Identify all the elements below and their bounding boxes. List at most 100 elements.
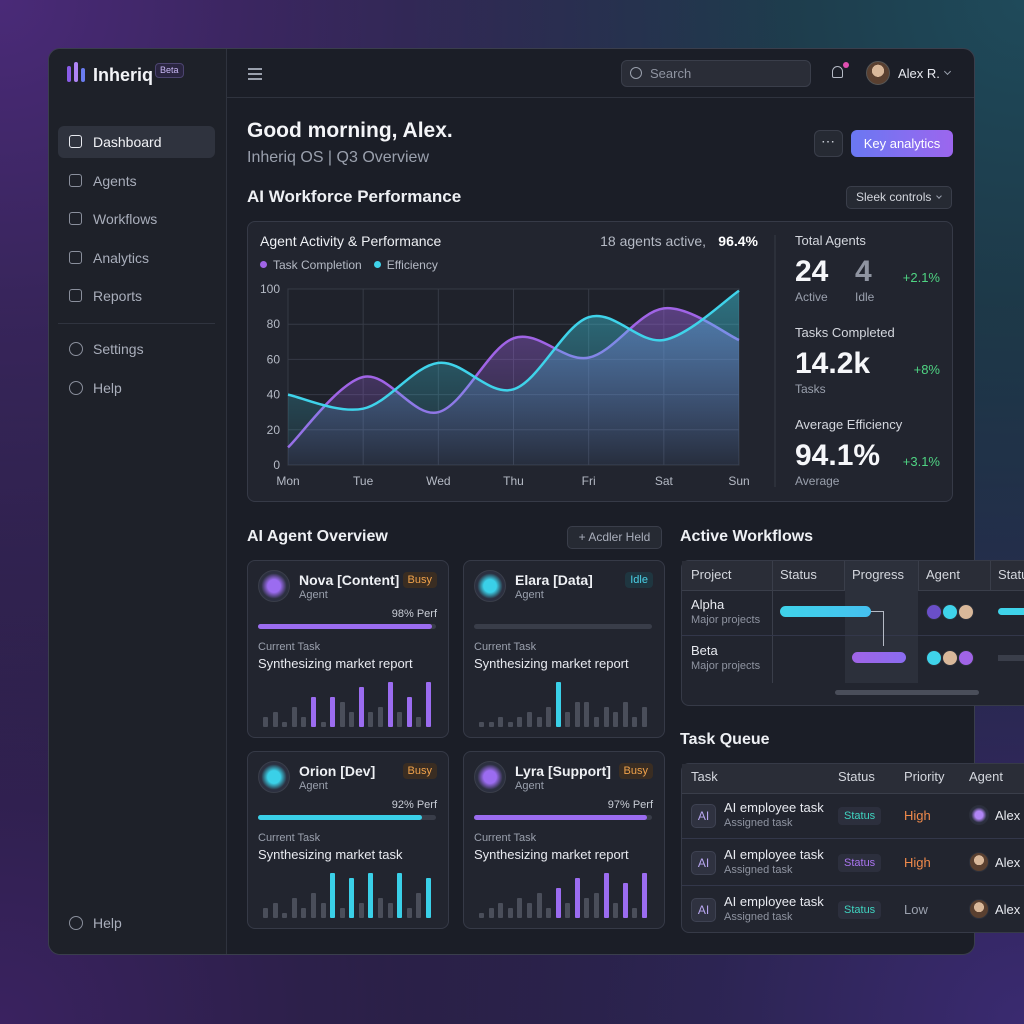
nav-icon <box>69 251 82 264</box>
line <box>287 289 740 411</box>
activity-bar <box>498 717 504 727</box>
activity-bar <box>584 702 590 727</box>
task-sub: Assigned task <box>724 911 793 924</box>
nav-item[interactable]: Help <box>93 379 122 396</box>
progress-bar <box>474 815 647 820</box>
primary-button[interactable]: Key analytics <box>851 130 953 157</box>
more-button[interactable]: ⋯ <box>814 130 843 157</box>
activity-bar <box>272 903 278 918</box>
section-title: Active Workflows <box>680 528 814 546</box>
activity-bar <box>426 682 431 727</box>
topbar <box>226 49 974 98</box>
avatar <box>926 604 942 620</box>
activity-bar <box>368 873 374 918</box>
perf-label: 92% Perf <box>391 799 437 812</box>
activity-bar <box>406 697 412 727</box>
x-tick-label: Sat <box>655 474 674 488</box>
activity-bar <box>526 903 532 918</box>
secondary-button[interactable]: + Acdler Held <box>567 526 662 549</box>
nav-icon <box>69 212 82 225</box>
activity-bar <box>565 903 571 918</box>
column-header: Priority <box>904 769 945 785</box>
status-badge: Busy <box>618 763 653 779</box>
activity-bar <box>555 888 561 918</box>
legend-label: Task Completion <box>273 257 362 272</box>
line <box>287 307 740 449</box>
stat-change: +3.1% <box>902 454 940 470</box>
nav-item[interactable]: Agents <box>93 172 137 189</box>
activity-bar <box>479 913 484 918</box>
avatar <box>942 604 958 620</box>
avatar <box>926 650 942 666</box>
activity-bar <box>613 903 619 918</box>
area <box>288 290 739 465</box>
activity-bar <box>536 893 542 918</box>
nav-item[interactable]: Workflows <box>93 210 158 227</box>
activity-bar <box>426 878 431 918</box>
nav-icon <box>69 289 82 302</box>
activity-bar <box>546 707 552 727</box>
avatar <box>474 761 506 793</box>
row-divider <box>682 838 1024 839</box>
priority: Low <box>904 902 928 918</box>
activity-bar <box>291 898 297 918</box>
nav-item[interactable]: Analytics <box>93 249 150 266</box>
y-tick-label: 80 <box>267 317 281 331</box>
column-header: Statu <box>998 567 1024 583</box>
search-icon <box>630 67 642 79</box>
nav-item[interactable]: Dashboard <box>93 133 162 150</box>
activity-bar <box>282 722 288 727</box>
nav-item[interactable]: Reports <box>93 287 143 304</box>
activity-bar <box>397 873 403 918</box>
menu-icon <box>248 73 262 75</box>
activity-bar <box>507 722 513 727</box>
dropdown[interactable]: Sleek controls <box>846 186 952 209</box>
nav-item[interactable]: Help <box>93 914 122 931</box>
agent-role: Agent <box>299 780 328 793</box>
status-pill: Status <box>838 854 882 872</box>
stat-change: +8% <box>913 362 940 378</box>
avatar <box>866 61 890 85</box>
legend-dot <box>373 261 381 268</box>
column-header: Agent <box>926 567 960 583</box>
activity-bar <box>378 898 384 918</box>
progress-pill <box>998 608 1024 615</box>
y-tick-label: 0 <box>273 458 280 472</box>
x-tick-label: Thu <box>503 474 524 488</box>
task-name: AI employee task <box>724 800 824 816</box>
progress-pill <box>998 655 1024 661</box>
activity-bar <box>349 712 355 727</box>
search-box[interactable] <box>621 60 811 87</box>
task-sub: Assigned task <box>724 817 793 830</box>
menu-icon <box>248 68 262 70</box>
activity-bar <box>479 722 484 727</box>
activity-bar <box>416 717 422 727</box>
menu-icon <box>248 78 262 80</box>
activity-bar <box>397 712 403 727</box>
agent-name: Alex <box>995 902 1021 918</box>
nav-item[interactable]: Settings <box>93 340 144 357</box>
activity-bar <box>263 908 268 918</box>
brand-name: Inheriq <box>93 65 154 86</box>
activity-bar <box>603 873 609 918</box>
activity-bar <box>358 687 364 727</box>
user-name[interactable]: Alex R. <box>898 66 940 82</box>
column-header: Status <box>780 567 817 583</box>
logo-icon <box>81 68 85 82</box>
y-tick-label: 100 <box>260 282 280 296</box>
task-name: AI employee task <box>724 847 824 863</box>
activity-bar <box>574 702 580 727</box>
y-tick-label: 40 <box>267 388 281 402</box>
activity-bar <box>584 898 590 918</box>
avatar <box>942 650 958 666</box>
nav-icon <box>69 135 82 148</box>
progress-bar <box>258 815 422 820</box>
activity-bar <box>488 722 494 727</box>
chart-status: 18 agents active, <box>600 232 706 249</box>
task-name: Synthesizing market report <box>474 847 629 863</box>
activity-bar <box>301 717 307 727</box>
stat-value: 94.1% <box>795 439 881 472</box>
task-icon: AI <box>691 804 716 828</box>
bell-icon[interactable] <box>832 66 843 78</box>
